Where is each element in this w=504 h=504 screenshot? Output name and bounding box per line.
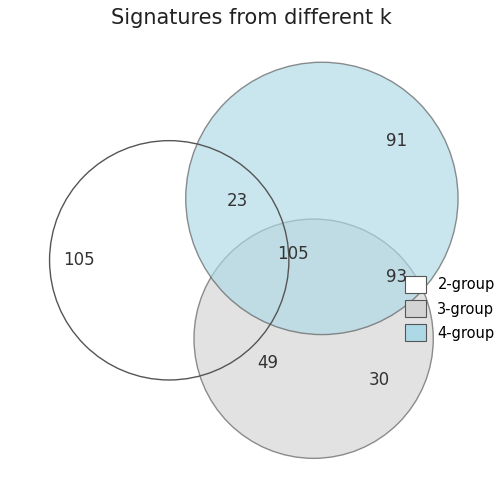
- Legend: 2-group, 3-group, 4-group: 2-group, 3-group, 4-group: [398, 269, 502, 349]
- Circle shape: [185, 62, 458, 335]
- Text: 105: 105: [277, 245, 309, 263]
- Circle shape: [194, 219, 433, 458]
- Text: 91: 91: [386, 132, 407, 150]
- Text: 23: 23: [226, 192, 247, 210]
- Title: Signatures from different k: Signatures from different k: [111, 8, 392, 28]
- Text: 49: 49: [258, 354, 279, 372]
- Text: 93: 93: [386, 268, 407, 286]
- Text: 30: 30: [369, 371, 390, 389]
- Text: 105: 105: [62, 251, 94, 269]
